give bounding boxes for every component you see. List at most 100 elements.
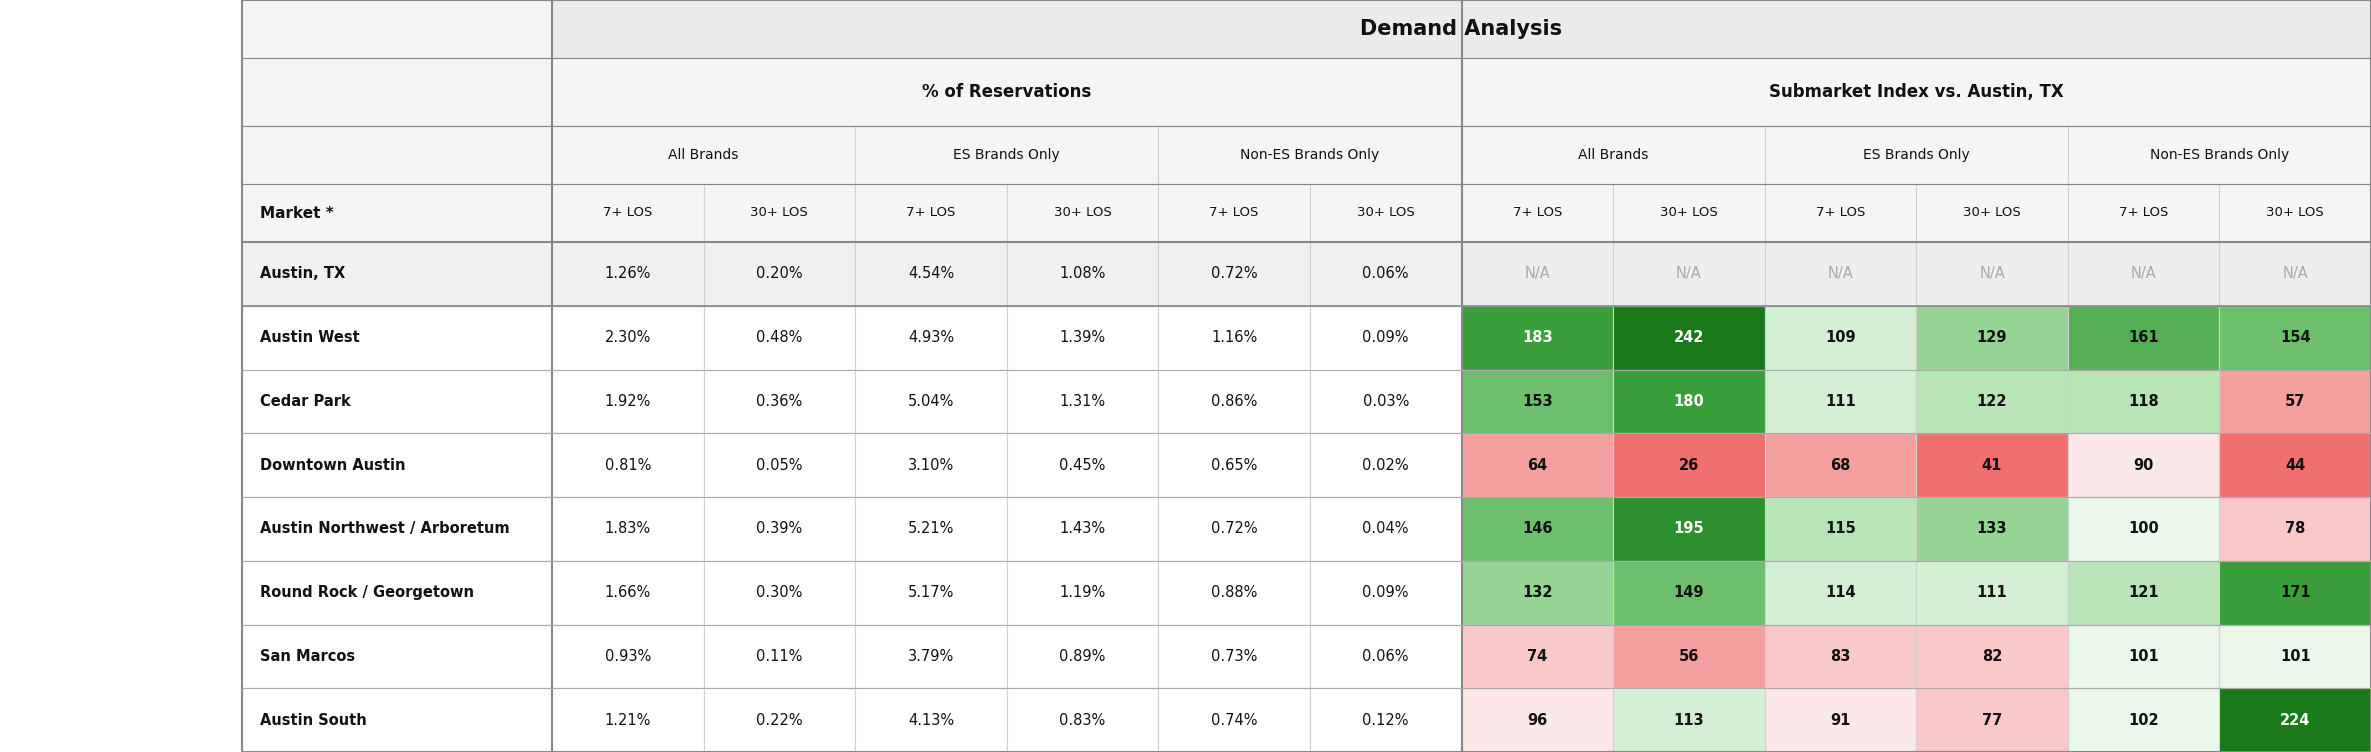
Text: 96: 96	[1527, 713, 1548, 728]
Bar	[2068, 369, 2219, 433]
Bar	[2068, 242, 2219, 306]
Bar	[1461, 624, 1612, 688]
Bar	[552, 126, 856, 184]
Bar	[1916, 184, 2068, 242]
Text: Austin Northwest / Arboretum: Austin Northwest / Arboretum	[261, 521, 510, 536]
Text: 149: 149	[1674, 585, 1705, 600]
Bar	[1008, 242, 1159, 306]
Text: 0.83%: 0.83%	[1060, 713, 1105, 728]
Bar	[1461, 497, 1612, 561]
Text: All Brands: All Brands	[1577, 148, 1648, 162]
Text: Demand Analysis: Demand Analysis	[1361, 19, 1562, 39]
Bar	[552, 0, 2371, 58]
Text: 0.36%: 0.36%	[756, 394, 801, 409]
Text: 1.39%: 1.39%	[1060, 330, 1105, 345]
Bar	[552, 688, 704, 752]
Bar	[1159, 497, 1309, 561]
Bar	[552, 58, 1461, 126]
Text: 102: 102	[2129, 713, 2160, 728]
Text: 2.30%: 2.30%	[605, 330, 652, 345]
Bar	[2068, 624, 2219, 688]
Text: 0.88%: 0.88%	[1212, 585, 1257, 600]
Text: 132: 132	[1522, 585, 1553, 600]
Text: 118: 118	[2129, 394, 2160, 409]
Text: 4.13%: 4.13%	[908, 713, 953, 728]
Text: 30+ LOS: 30+ LOS	[752, 207, 809, 220]
Bar	[1159, 561, 1309, 624]
Bar	[552, 306, 704, 369]
Bar	[1309, 306, 1461, 369]
Bar	[242, 58, 552, 126]
Bar	[552, 433, 704, 497]
Text: 0.02%: 0.02%	[1363, 458, 1408, 472]
Bar	[1461, 369, 1612, 433]
Bar	[856, 242, 1008, 306]
Bar	[704, 369, 856, 433]
Text: 5.21%: 5.21%	[908, 521, 953, 536]
Bar	[2068, 126, 2371, 184]
Bar	[856, 369, 1008, 433]
Bar	[2219, 624, 2371, 688]
Bar	[1309, 497, 1461, 561]
Bar	[2068, 306, 2219, 369]
Text: 30+ LOS: 30+ LOS	[2267, 207, 2324, 220]
Text: 0.81%: 0.81%	[605, 458, 652, 472]
Bar	[1159, 126, 1461, 184]
Bar	[242, 126, 552, 184]
Text: San Marcos: San Marcos	[261, 649, 356, 664]
Bar	[242, 624, 552, 688]
Text: 0.45%: 0.45%	[1060, 458, 1105, 472]
Bar	[856, 497, 1008, 561]
Text: Cedar Park: Cedar Park	[261, 394, 351, 409]
Text: N/A: N/A	[1676, 266, 1702, 281]
Text: 0.22%: 0.22%	[756, 713, 804, 728]
Bar	[1764, 624, 1916, 688]
Text: 0.03%: 0.03%	[1363, 394, 1408, 409]
Text: 7+ LOS: 7+ LOS	[906, 207, 956, 220]
Bar	[2068, 497, 2219, 561]
Text: N/A: N/A	[2132, 266, 2158, 281]
Bar	[704, 624, 856, 688]
Text: 5.04%: 5.04%	[908, 394, 953, 409]
Text: 180: 180	[1674, 394, 1705, 409]
Bar	[1309, 688, 1461, 752]
Bar	[552, 184, 704, 242]
Bar	[704, 433, 856, 497]
Text: 161: 161	[2129, 330, 2160, 345]
Text: All Brands: All Brands	[669, 148, 740, 162]
Bar	[2068, 561, 2219, 624]
Text: 100: 100	[2129, 521, 2160, 536]
Bar	[856, 688, 1008, 752]
Text: 242: 242	[1674, 330, 1705, 345]
Bar	[1612, 242, 1764, 306]
Bar	[1309, 184, 1461, 242]
Text: 4.54%: 4.54%	[908, 266, 953, 281]
Text: Round Rock / Georgetown: Round Rock / Georgetown	[261, 585, 474, 600]
Bar	[2219, 688, 2371, 752]
Bar	[0, 0, 242, 752]
Text: 0.65%: 0.65%	[1212, 458, 1257, 472]
Text: 146: 146	[1522, 521, 1553, 536]
Bar	[1764, 242, 1916, 306]
Bar	[552, 242, 704, 306]
Bar	[242, 184, 552, 242]
Bar	[1612, 688, 1764, 752]
Text: N/A: N/A	[1525, 266, 1551, 281]
Text: 122: 122	[1977, 394, 2008, 409]
Text: Austin South: Austin South	[261, 713, 368, 728]
Bar	[242, 497, 552, 561]
Text: 4.93%: 4.93%	[908, 330, 953, 345]
Text: 41: 41	[1982, 458, 2001, 472]
Text: 1.83%: 1.83%	[605, 521, 652, 536]
Text: 121: 121	[2129, 585, 2160, 600]
Text: 0.09%: 0.09%	[1363, 585, 1408, 600]
Text: 0.93%: 0.93%	[605, 649, 652, 664]
Text: 0.73%: 0.73%	[1212, 649, 1257, 664]
Text: 0.09%: 0.09%	[1363, 330, 1408, 345]
Bar	[1764, 306, 1916, 369]
Bar	[1764, 126, 2068, 184]
Text: 7+ LOS: 7+ LOS	[1209, 207, 1259, 220]
Text: Submarket Index vs. Austin, TX: Submarket Index vs. Austin, TX	[1769, 83, 2063, 101]
Text: 0.48%: 0.48%	[756, 330, 801, 345]
Text: 111: 111	[1977, 585, 2008, 600]
